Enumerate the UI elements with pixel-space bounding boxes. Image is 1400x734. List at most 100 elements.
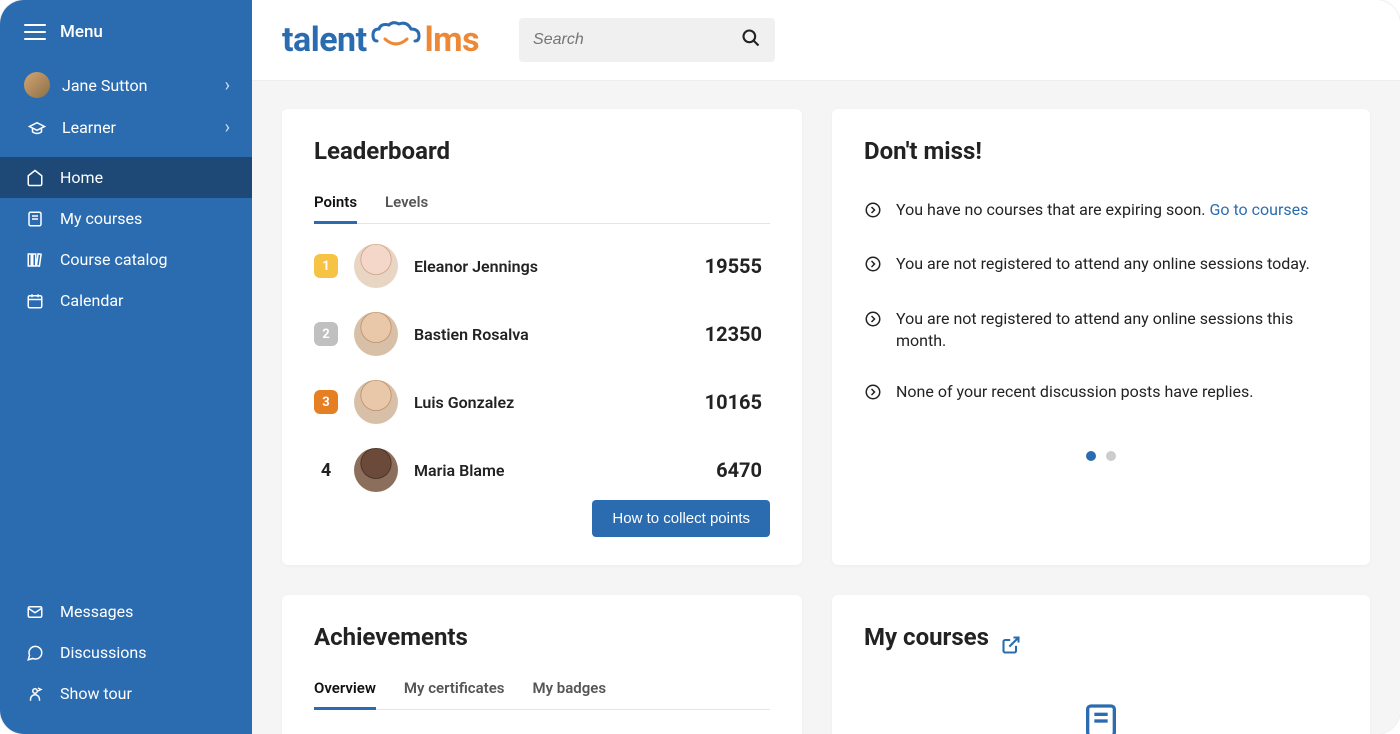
logo-text-2: lms — [425, 20, 479, 60]
nav-label: Messages — [60, 602, 133, 621]
nav-home[interactable]: Home — [0, 157, 252, 198]
chat-icon — [24, 644, 46, 662]
menu-toggle[interactable]: Menu — [0, 8, 252, 62]
dont-miss-text: You are not registered to attend any onl… — [896, 308, 1338, 353]
content: Leaderboard Points Levels 1 Eleanor Jenn… — [252, 81, 1400, 734]
nav-label: My courses — [60, 209, 142, 228]
nav-calendar[interactable]: Calendar — [0, 280, 252, 321]
tab-certificates[interactable]: My certificates — [404, 671, 505, 709]
dont-miss-text: You have no courses that are expiring so… — [896, 199, 1308, 221]
sidebar-bottom: Messages Discussions Show tour — [0, 591, 252, 734]
leaderboard-name: Luis Gonzalez — [414, 393, 689, 412]
avatar — [354, 312, 398, 356]
dont-miss-title: Don't miss! — [864, 137, 1338, 165]
search-box[interactable] — [519, 18, 775, 62]
tab-overview[interactable]: Overview — [314, 671, 376, 709]
sidebar-user[interactable]: Jane Sutton › — [0, 62, 252, 108]
nav-label: Show tour — [60, 684, 132, 703]
leaderboard-points: 12350 — [705, 322, 762, 346]
learner-icon — [24, 119, 50, 137]
achievements-card: Achievements Overview My certificates My… — [282, 595, 802, 734]
dot[interactable] — [1086, 451, 1096, 461]
menu-label: Menu — [60, 22, 103, 42]
nav-label: Home — [60, 168, 103, 187]
leaderboard-tabs: Points Levels — [314, 185, 770, 224]
hamburger-icon — [24, 24, 46, 40]
dot[interactable] — [1106, 451, 1116, 461]
leaderboard-row: 2 Bastien Rosalva 12350 — [314, 300, 762, 368]
logo-cloud-icon — [369, 20, 423, 60]
tab-points[interactable]: Points — [314, 185, 357, 223]
user-name: Jane Sutton — [62, 76, 147, 95]
arrow-circle-icon — [864, 255, 882, 279]
leaderboard-row: 4 Maria Blame 6470 — [314, 436, 762, 492]
chevron-right-icon: › — [225, 117, 230, 138]
how-to-collect-button[interactable]: How to collect points — [592, 500, 770, 537]
avatar — [354, 380, 398, 424]
achievements-title: Achievements — [314, 623, 770, 651]
nav-my-courses[interactable]: My courses — [0, 198, 252, 239]
my-courses-card: My courses — [832, 595, 1370, 734]
leaderboard-name: Maria Blame — [414, 461, 700, 480]
nav-discussions[interactable]: Discussions — [0, 632, 252, 673]
calendar-icon — [24, 292, 46, 310]
leaderboard-points: 19555 — [705, 254, 762, 278]
search-input[interactable] — [533, 31, 741, 49]
dont-miss-text: You are not registered to attend any onl… — [896, 253, 1310, 275]
leaderboard-points: 6470 — [716, 458, 762, 482]
course-placeholder-icon — [864, 701, 1338, 734]
leaderboard-row: 3 Luis Gonzalez 10165 — [314, 368, 762, 436]
main: talent lms Leaderboard Points Levels — [252, 0, 1400, 734]
arrow-circle-icon — [864, 383, 882, 407]
leaderboard-name: Eleanor Jennings — [414, 257, 689, 276]
dont-miss-item: You are not registered to attend any onl… — [864, 239, 1338, 293]
library-icon — [24, 251, 46, 269]
nav-label: Course catalog — [60, 250, 168, 269]
role-label: Learner — [62, 118, 116, 137]
rank-badge: 1 — [314, 254, 338, 278]
my-courses-title: My courses — [864, 623, 989, 651]
topbar: talent lms — [252, 0, 1400, 81]
user-avatar — [24, 72, 50, 98]
sidebar: Menu Jane Sutton › Learner › Home My cou… — [0, 0, 252, 734]
tab-badges[interactable]: My badges — [532, 671, 606, 709]
leaderboard-row: 1 Eleanor Jennings 19555 — [314, 232, 762, 300]
logo[interactable]: talent lms — [282, 20, 479, 60]
external-link-icon[interactable] — [1001, 635, 1021, 659]
rank-badge: 2 — [314, 322, 338, 346]
nav-label: Calendar — [60, 291, 123, 310]
book-icon — [24, 210, 46, 228]
chevron-right-icon: › — [225, 75, 230, 96]
tour-icon — [24, 685, 46, 703]
nav-course-catalog[interactable]: Course catalog — [0, 239, 252, 280]
nav-show-tour[interactable]: Show tour — [0, 673, 252, 714]
home-icon — [24, 169, 46, 187]
dont-miss-card: Don't miss! You have no courses that are… — [832, 109, 1370, 565]
logo-text-1: talent — [282, 20, 367, 60]
leaderboard-card: Leaderboard Points Levels 1 Eleanor Jenn… — [282, 109, 802, 565]
arrow-circle-icon — [864, 310, 882, 334]
search-icon[interactable] — [741, 28, 761, 52]
nav-label: Discussions — [60, 643, 146, 662]
pagination-dots — [864, 451, 1338, 461]
achievements-tabs: Overview My certificates My badges — [314, 671, 770, 710]
rank-badge: 4 — [314, 458, 338, 482]
dont-miss-list: You have no courses that are expiring so… — [864, 185, 1338, 421]
nav-messages[interactable]: Messages — [0, 591, 252, 632]
rank-badge: 3 — [314, 390, 338, 414]
dont-miss-item: None of your recent discussion posts hav… — [864, 367, 1338, 421]
dont-miss-text: None of your recent discussion posts hav… — [896, 381, 1253, 403]
go-to-courses-link[interactable]: Go to courses — [1209, 200, 1308, 219]
leaderboard-title: Leaderboard — [314, 137, 770, 165]
avatar — [354, 448, 398, 492]
leaderboard-points: 10165 — [705, 390, 762, 414]
tab-levels[interactable]: Levels — [385, 185, 428, 223]
dont-miss-item: You have no courses that are expiring so… — [864, 185, 1338, 239]
sidebar-role[interactable]: Learner › — [0, 108, 252, 147]
arrow-circle-icon — [864, 201, 882, 225]
dont-miss-item: You are not registered to attend any onl… — [864, 294, 1338, 367]
leaderboard-name: Bastien Rosalva — [414, 325, 689, 344]
leaderboard-list[interactable]: 1 Eleanor Jennings 19555 2 Bastien Rosal… — [314, 232, 770, 492]
avatar — [354, 244, 398, 288]
mail-icon — [24, 603, 46, 621]
